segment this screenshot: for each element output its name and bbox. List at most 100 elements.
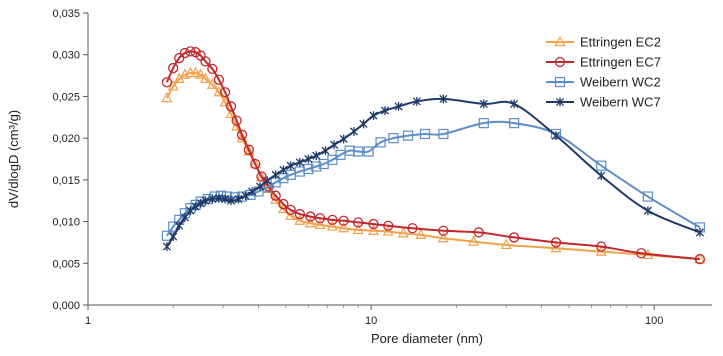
data-point-star bbox=[643, 206, 652, 216]
data-point-square bbox=[596, 160, 607, 171]
data-point-triangle bbox=[314, 218, 326, 230]
data-point-circle bbox=[636, 248, 647, 259]
series-line-weibern-wc2 bbox=[166, 120, 701, 237]
series-weibern-wc7 bbox=[162, 94, 704, 251]
data-point-triangle bbox=[184, 66, 196, 78]
x-tick-label: 1 bbox=[85, 315, 91, 327]
data-point-star bbox=[695, 228, 704, 237]
data-point-circle bbox=[314, 213, 326, 224]
x-axis-title: Pore diameter (nm) bbox=[371, 331, 483, 346]
data-point-triangle bbox=[382, 225, 394, 236]
data-point-circle bbox=[596, 241, 607, 252]
data-point-star bbox=[439, 94, 448, 104]
data-point-star bbox=[255, 182, 265, 191]
data-point-triangle bbox=[285, 209, 297, 220]
data-point-square bbox=[642, 191, 654, 202]
legend-item-weibern-wc2: Weibern WC2 bbox=[546, 75, 661, 90]
data-point-star bbox=[191, 202, 200, 211]
data-point-circle bbox=[225, 101, 237, 112]
legend-item-ettringen-ec2: Ettringen EC2 bbox=[546, 35, 661, 50]
data-point-square bbox=[311, 161, 322, 172]
data-point-star bbox=[175, 221, 184, 231]
data-point-triangle bbox=[167, 80, 179, 91]
data-point-circle bbox=[250, 158, 261, 170]
data-point-circle bbox=[353, 217, 364, 228]
data-point-star bbox=[330, 140, 339, 150]
data-point-circle bbox=[338, 215, 349, 226]
data-point-star bbox=[286, 161, 295, 171]
data-point-star bbox=[312, 151, 321, 161]
data-point-square bbox=[438, 128, 449, 140]
series-ettringen-ec7 bbox=[161, 46, 706, 265]
data-point-circle bbox=[383, 220, 394, 231]
data-point-triangle bbox=[500, 238, 512, 250]
data-point-star bbox=[248, 187, 257, 196]
y-tick-label: 0,000 bbox=[52, 300, 80, 312]
series-layer bbox=[161, 46, 706, 265]
data-point-square bbox=[478, 118, 489, 129]
data-point-star bbox=[186, 206, 195, 216]
data-point-circle bbox=[207, 63, 218, 75]
data-point-star bbox=[234, 194, 243, 204]
data-point-circle bbox=[550, 237, 562, 248]
data-point-circle bbox=[327, 214, 338, 226]
data-point-triangle bbox=[294, 214, 306, 225]
data-point-square bbox=[509, 118, 520, 129]
data-point-circle bbox=[285, 204, 296, 216]
data-point-star bbox=[279, 165, 288, 175]
data-point-square bbox=[363, 146, 374, 157]
data-point-square bbox=[303, 163, 314, 175]
data-point-star bbox=[369, 111, 378, 121]
data-point-circle bbox=[278, 198, 289, 210]
data-point-star bbox=[208, 194, 217, 204]
x-tick-label: 100 bbox=[645, 315, 663, 327]
data-point-star bbox=[339, 134, 348, 144]
data-point-triangle bbox=[219, 95, 231, 107]
data-point-circle bbox=[508, 232, 520, 243]
data-point-square bbox=[161, 230, 173, 241]
data-point-circle bbox=[179, 47, 191, 59]
data-point-circle bbox=[219, 87, 231, 98]
data-point-triangle bbox=[397, 226, 409, 238]
data-point-star bbox=[241, 191, 250, 201]
legend-label: Weibern WC7 bbox=[580, 95, 661, 110]
y-axis-title: dV/dlogD (cm³/g) bbox=[6, 110, 21, 208]
data-point-square bbox=[419, 128, 431, 140]
data-point-circle bbox=[270, 190, 281, 201]
data-point-star bbox=[349, 127, 359, 136]
data-point-star bbox=[412, 97, 421, 106]
y-tick-label: 0,020 bbox=[52, 133, 80, 145]
data-point-circle bbox=[407, 223, 418, 234]
data-point-star bbox=[479, 99, 488, 109]
data-point-triangle bbox=[338, 221, 350, 233]
data-point-star bbox=[221, 194, 230, 204]
data-point-star bbox=[201, 196, 210, 206]
legend-item-weibern-wc7: Weibern WC7 bbox=[546, 95, 661, 110]
data-point-square bbox=[402, 130, 414, 141]
data-point-circle bbox=[200, 56, 211, 67]
data-point-triangle bbox=[368, 224, 380, 235]
y-tick-label: 0,025 bbox=[52, 91, 80, 103]
legend-item-ettringen-ec7: Ettringen EC7 bbox=[546, 55, 661, 70]
data-point-star bbox=[551, 131, 561, 141]
data-point-square bbox=[375, 137, 386, 148]
axes-layer: 0,000 0,005 0,010 0,015 0,020 0,025 0,030 0,035… bbox=[52, 8, 712, 327]
data-point-triangle bbox=[437, 231, 449, 243]
data-point-star bbox=[263, 176, 272, 186]
data-point-triangle bbox=[206, 78, 218, 89]
legend-label: Ettringen EC2 bbox=[580, 35, 661, 50]
y-tick-label: 0,005 bbox=[52, 258, 80, 270]
data-point-circle bbox=[554, 56, 566, 68]
data-point-triangle bbox=[199, 72, 211, 84]
data-point-triangle bbox=[468, 235, 480, 246]
data-point-triangle bbox=[249, 157, 261, 169]
series-line-weibern-wc7 bbox=[166, 97, 701, 248]
data-point-circle bbox=[174, 52, 185, 64]
legend-label: Ettringen EC7 bbox=[580, 55, 661, 70]
data-point-circle bbox=[438, 225, 449, 236]
data-point-circle bbox=[231, 115, 242, 126]
data-point-triangle bbox=[415, 228, 427, 240]
data-point-star bbox=[394, 102, 403, 111]
data-point-triangle bbox=[243, 145, 255, 156]
